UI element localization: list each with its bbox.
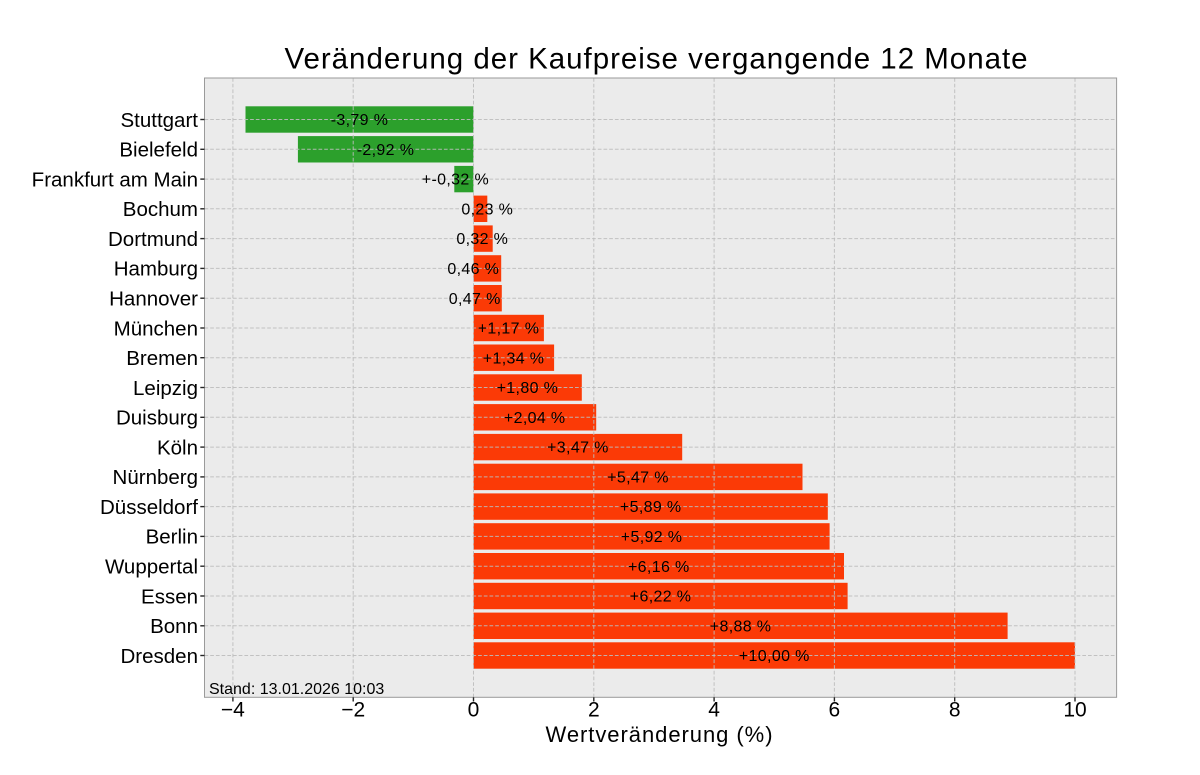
svg-text:+3,47 %: +3,47 % <box>547 440 609 457</box>
svg-text:Bonn: Bonn <box>150 615 198 638</box>
svg-text:+5,47 %: +5,47 % <box>607 470 669 487</box>
svg-text:Hamburg: Hamburg <box>114 258 198 281</box>
svg-text:Stand: 13.01.2026 10:03: Stand: 13.01.2026 10:03 <box>209 681 384 698</box>
svg-text:Hannover: Hannover <box>109 288 198 311</box>
svg-text:+10,00 %: +10,00 % <box>739 648 810 665</box>
svg-text:Nürnberg: Nürnberg <box>113 466 198 489</box>
svg-text:+1,80 %: +1,80 % <box>497 380 559 397</box>
svg-text:Köln: Köln <box>157 436 198 459</box>
svg-text:Essen: Essen <box>141 585 198 608</box>
svg-text:+2,04 %: +2,04 % <box>504 410 566 427</box>
svg-text:Bochum: Bochum <box>123 198 198 221</box>
svg-text:6: 6 <box>829 699 841 722</box>
svg-text:Wuppertal: Wuppertal <box>105 556 198 579</box>
svg-text:0,46 %: 0,46 % <box>447 261 499 278</box>
svg-text:Düsseldorf: Düsseldorf <box>100 496 198 519</box>
svg-text:+5,89 %: +5,89 % <box>620 499 682 516</box>
svg-text:0,47 %: 0,47 % <box>449 291 501 308</box>
svg-text:-3,79 %: -3,79 % <box>331 112 389 129</box>
svg-text:0: 0 <box>468 699 480 722</box>
svg-text:Wertveränderung (%): Wertveränderung (%) <box>546 722 774 747</box>
svg-text:+6,22 %: +6,22 % <box>630 589 692 606</box>
svg-text:8: 8 <box>949 699 961 722</box>
svg-text:Bielefeld: Bielefeld <box>119 139 198 162</box>
svg-text:+6,16 %: +6,16 % <box>628 559 690 576</box>
svg-text:+1,17 %: +1,17 % <box>478 321 540 338</box>
svg-text:Duisburg: Duisburg <box>116 407 198 430</box>
svg-text:Leipzig: Leipzig <box>133 377 198 400</box>
svg-text:Stuttgart: Stuttgart <box>121 109 199 132</box>
svg-text:0,23 %: 0,23 % <box>461 201 513 218</box>
svg-text:0,32 %: 0,32 % <box>456 231 508 248</box>
svg-text:Dresden: Dresden <box>121 645 199 668</box>
svg-text:+5,92 %: +5,92 % <box>621 529 683 546</box>
svg-text:+1,34 %: +1,34 % <box>483 350 545 367</box>
svg-text:+8,88 %: +8,88 % <box>710 618 772 635</box>
svg-text:4: 4 <box>708 699 720 722</box>
svg-text:Berlin: Berlin <box>146 526 198 549</box>
svg-text:Frankfurt am Main: Frankfurt am Main <box>32 168 198 191</box>
svg-text:−4: −4 <box>221 699 245 722</box>
svg-text:−2: −2 <box>341 699 365 722</box>
svg-text:-2,92 %: -2,92 % <box>357 142 415 159</box>
svg-text:Dortmund: Dortmund <box>108 228 198 251</box>
svg-text:2: 2 <box>588 699 600 722</box>
svg-text:Veränderung der Kaufpreise ver: Veränderung der Kaufpreise vergangende 1… <box>284 43 1028 76</box>
svg-text:Bremen: Bremen <box>126 347 198 370</box>
svg-text:10: 10 <box>1063 699 1086 722</box>
svg-text:+-0,32 %: +-0,32 % <box>422 172 489 189</box>
svg-text:München: München <box>114 317 198 340</box>
